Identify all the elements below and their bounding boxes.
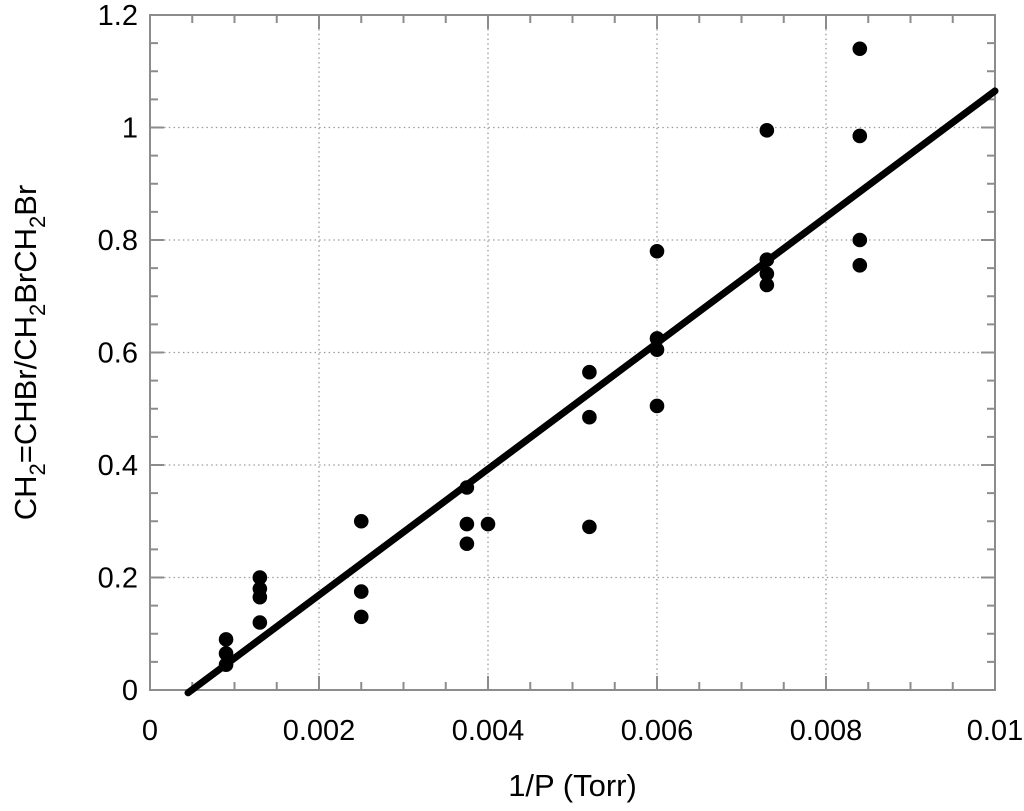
y-tick-label: 0.4	[98, 450, 138, 482]
data-point	[252, 589, 268, 605]
y-tick-label: 1.2	[98, 0, 138, 32]
y-axis-title-subscript: 2	[25, 216, 50, 228]
data-point	[252, 570, 268, 585]
data-point	[252, 615, 268, 630]
y-tick-label: 0.2	[98, 563, 138, 595]
data-point	[218, 657, 234, 672]
y-axis-title-segment: CH	[8, 476, 43, 521]
data-point	[759, 252, 775, 267]
y-tick-label: 1	[122, 113, 138, 145]
data-point	[852, 232, 868, 248]
data-point	[218, 632, 234, 647]
data-point	[582, 409, 597, 425]
x-tick-label: 0	[142, 715, 158, 747]
y-axis-title: CH2=CHBr/CH2BrCH2Br	[8, 185, 50, 521]
y-axis-title-segment: BrCH	[8, 228, 43, 304]
data-point	[459, 480, 475, 495]
y-axis-title-subscript: 2	[25, 463, 50, 475]
data-point	[649, 243, 665, 259]
x-axis-title: 1/P (Torr)	[508, 768, 637, 803]
data-point	[649, 331, 665, 346]
data-point	[353, 513, 369, 529]
y-tick-label: 0.8	[98, 225, 138, 257]
data-point	[852, 258, 868, 273]
data-point	[759, 266, 775, 282]
x-tick-label: 0.002	[283, 715, 356, 747]
data-point	[353, 584, 369, 599]
x-tick-label: 0.01	[967, 715, 1023, 747]
data-point	[582, 519, 597, 535]
data-point	[759, 123, 775, 138]
fit-line	[184, 87, 999, 697]
data-point	[759, 277, 775, 293]
data-point	[218, 646, 234, 661]
x-tick-label: 0.006	[621, 715, 694, 747]
data-point	[582, 364, 597, 380]
x-tick-label: 0.008	[790, 715, 863, 747]
x-tick-label: 0.004	[452, 715, 525, 747]
y-tick-label: 0.6	[98, 338, 138, 370]
data-point	[459, 516, 475, 532]
y-axis-title-subscript: 2	[25, 304, 50, 316]
data-point	[480, 516, 496, 532]
data-point	[459, 536, 475, 552]
data-point	[353, 609, 369, 625]
y-tick-label: 0	[122, 675, 138, 707]
y-axis-title-segment: Br	[8, 185, 43, 216]
y-axis-title-segment: =CHBr/CH	[8, 316, 43, 463]
data-point	[852, 128, 868, 144]
data-point	[649, 398, 665, 414]
plot-frame	[149, 14, 996, 691]
data-point	[852, 41, 868, 57]
data-point	[649, 342, 665, 357]
